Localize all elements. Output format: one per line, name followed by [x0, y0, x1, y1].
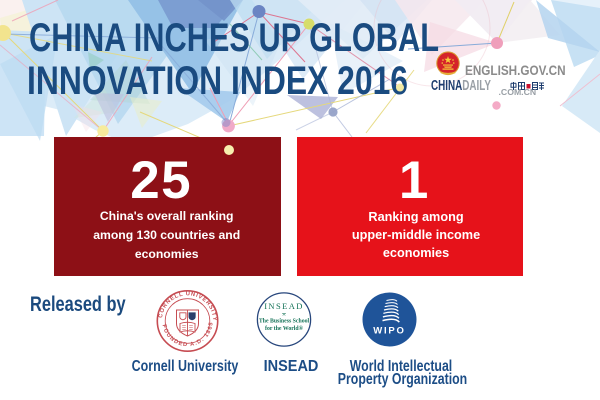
svg-text:The Business School: The Business School — [259, 319, 310, 325]
svg-text:WIPO: WIPO — [373, 326, 406, 337]
svg-text:INSEAD: INSEAD — [264, 301, 304, 311]
svg-text:for the World®: for the World® — [265, 325, 304, 332]
